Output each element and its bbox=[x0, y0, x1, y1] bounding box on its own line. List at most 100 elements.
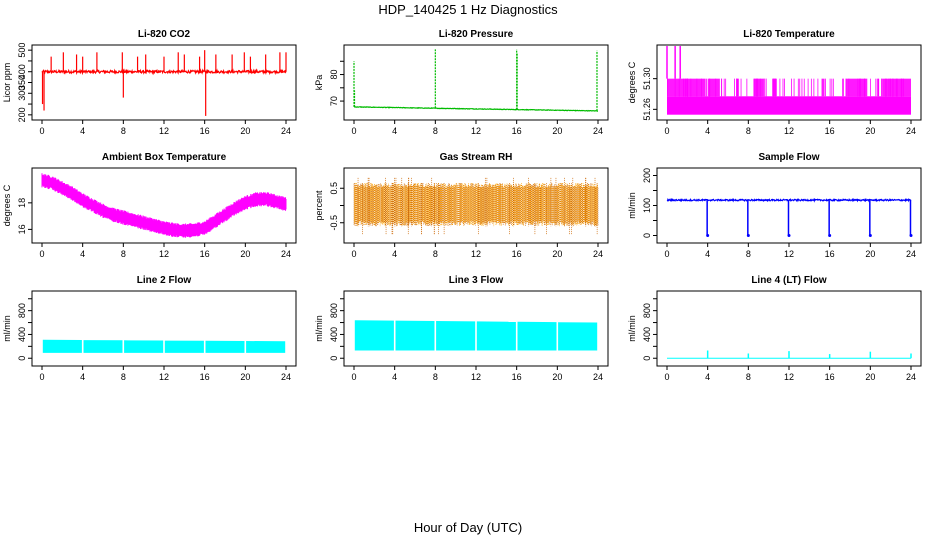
x-tick-label: 16 bbox=[200, 249, 210, 259]
panel-line3: Line 3 Flow ml/min 0 4 8 12 16 20 24 0 400 800 bbox=[314, 275, 609, 382]
panel-line4: Line 4 (LT) Flow ml/min 0 4 8 12 16 20 24 0 400 800 bbox=[627, 275, 922, 382]
band-segment bbox=[124, 340, 164, 353]
dip-point bbox=[787, 234, 791, 237]
x-tick-label: 20 bbox=[552, 249, 562, 259]
x-tick-label: 4 bbox=[80, 372, 85, 382]
band-segment bbox=[395, 320, 435, 351]
x-tick-label: 8 bbox=[433, 126, 438, 136]
x-tick-label: 16 bbox=[512, 249, 522, 259]
band-segment bbox=[476, 321, 516, 351]
x-tick-label: 24 bbox=[593, 126, 603, 136]
y-tick-label: 51.30 bbox=[642, 67, 652, 90]
x-tick-label: 16 bbox=[512, 372, 522, 382]
x-tick-label: 0 bbox=[351, 126, 356, 136]
band-upper bbox=[707, 78, 720, 97]
x-tick-label: 12 bbox=[159, 372, 169, 382]
x-tick-label: 12 bbox=[159, 249, 169, 259]
x-tick-label: 24 bbox=[906, 249, 916, 259]
x-tick-label: 0 bbox=[39, 372, 44, 382]
series-ambient bbox=[41, 173, 287, 238]
x-tick-label: 8 bbox=[746, 249, 751, 259]
x-tick-label: 4 bbox=[392, 372, 397, 382]
x-tick-label: 0 bbox=[351, 372, 356, 382]
x-tick-label: 8 bbox=[121, 372, 126, 382]
y-axis-label: Licor ppm bbox=[2, 63, 12, 103]
plot-frame bbox=[31, 44, 297, 121]
y-tick-label: 800 bbox=[642, 303, 652, 318]
x-tick-label: 16 bbox=[512, 126, 522, 136]
x-tick-label: 4 bbox=[705, 126, 710, 136]
y-tick-label: 0 bbox=[17, 356, 27, 361]
dip-point bbox=[868, 234, 872, 237]
series-sample bbox=[666, 197, 913, 237]
x-tick-label: 24 bbox=[906, 372, 916, 382]
x-axis-label: Hour of Day (UTC) bbox=[414, 520, 522, 535]
x-tick-label: 8 bbox=[746, 126, 751, 136]
y-axis-label: kPa bbox=[314, 75, 324, 91]
dip-point bbox=[909, 234, 913, 237]
x-tick-label: 4 bbox=[392, 126, 397, 136]
y-tick-label: 400 bbox=[642, 327, 652, 342]
panel-title: Li-820 Pressure bbox=[439, 29, 514, 40]
panel-title: Li-820 Temperature bbox=[743, 29, 835, 40]
panel-title: Line 3 Flow bbox=[449, 275, 504, 286]
y-tick-label: 0 bbox=[642, 233, 652, 238]
y-tick-label: 100 bbox=[642, 198, 652, 213]
x-tick-label: 24 bbox=[281, 372, 291, 382]
y-tick-label: 70 bbox=[329, 96, 339, 106]
y-tick-label: -0.5 bbox=[329, 215, 339, 231]
x-tick-label: 20 bbox=[240, 126, 250, 136]
y-tick-label: 400 bbox=[329, 327, 339, 342]
x-tick-label: 12 bbox=[471, 126, 481, 136]
x-tick-label: 16 bbox=[825, 249, 835, 259]
series-line3 bbox=[354, 320, 598, 351]
x-tick-label: 12 bbox=[471, 372, 481, 382]
panel-title: Line 2 Flow bbox=[137, 275, 192, 286]
x-tick-label: 16 bbox=[200, 126, 210, 136]
x-tick-label: 0 bbox=[39, 249, 44, 259]
series-pressure bbox=[353, 49, 598, 112]
y-axis-label: ml/min bbox=[314, 315, 324, 342]
y-tick-label: 800 bbox=[329, 303, 339, 318]
panel-co2: Li-820 CO2 Licor ppm 0 4 8 12 16 20 24 200 3003504… bbox=[2, 29, 297, 136]
y-axis-label: degrees C bbox=[627, 61, 637, 103]
x-tick-label: 0 bbox=[664, 126, 669, 136]
dip-point bbox=[706, 234, 710, 237]
y-axis-label: ml/min bbox=[2, 315, 12, 342]
series-temperature bbox=[666, 46, 911, 115]
band-lower bbox=[667, 96, 911, 115]
x-tick-label: 4 bbox=[392, 249, 397, 259]
y-tick-label: 0 bbox=[329, 356, 339, 361]
panel-title: Sample Flow bbox=[758, 152, 819, 163]
x-tick-label: 8 bbox=[433, 372, 438, 382]
y-tick-label: 400 bbox=[17, 64, 27, 79]
x-tick-label: 24 bbox=[281, 126, 291, 136]
panel-line2: Line 2 Flow ml/min 0 4 8 12 16 20 24 0 400 800 bbox=[2, 275, 297, 382]
x-tick-label: 20 bbox=[865, 249, 875, 259]
x-tick-label: 16 bbox=[825, 372, 835, 382]
x-tick-label: 4 bbox=[705, 249, 710, 259]
panel-title: Ambient Box Temperature bbox=[102, 152, 227, 163]
x-tick-label: 24 bbox=[593, 372, 603, 382]
x-tick-label: 16 bbox=[825, 126, 835, 136]
x-tick-label: 20 bbox=[552, 126, 562, 136]
x-tick-label: 24 bbox=[281, 249, 291, 259]
y-axis-label: percent bbox=[314, 190, 324, 221]
x-tick-label: 12 bbox=[784, 126, 794, 136]
panel-temperature: Li-820 Temperature degrees C 0 4 8 12 16 20 24 51… bbox=[627, 29, 922, 136]
y-tick-label: 51.26 bbox=[642, 98, 652, 121]
band-segment bbox=[558, 322, 598, 351]
x-tick-label: 8 bbox=[121, 249, 126, 259]
panel-rh: Gas Stream RH percent 0 4 8 12 16 20 24 -0.5 0.5 bbox=[314, 152, 609, 259]
x-tick-label: 12 bbox=[471, 249, 481, 259]
x-tick-label: 0 bbox=[664, 249, 669, 259]
x-tick-label: 0 bbox=[664, 372, 669, 382]
x-tick-label: 20 bbox=[240, 372, 250, 382]
band-segment bbox=[205, 340, 245, 353]
series-line bbox=[353, 106, 598, 112]
dip-point bbox=[828, 234, 832, 237]
band-segment bbox=[246, 341, 286, 353]
y-tick-label: 80 bbox=[329, 70, 339, 80]
y-axis-label: ml/min bbox=[627, 192, 637, 219]
band-upper bbox=[753, 78, 764, 97]
